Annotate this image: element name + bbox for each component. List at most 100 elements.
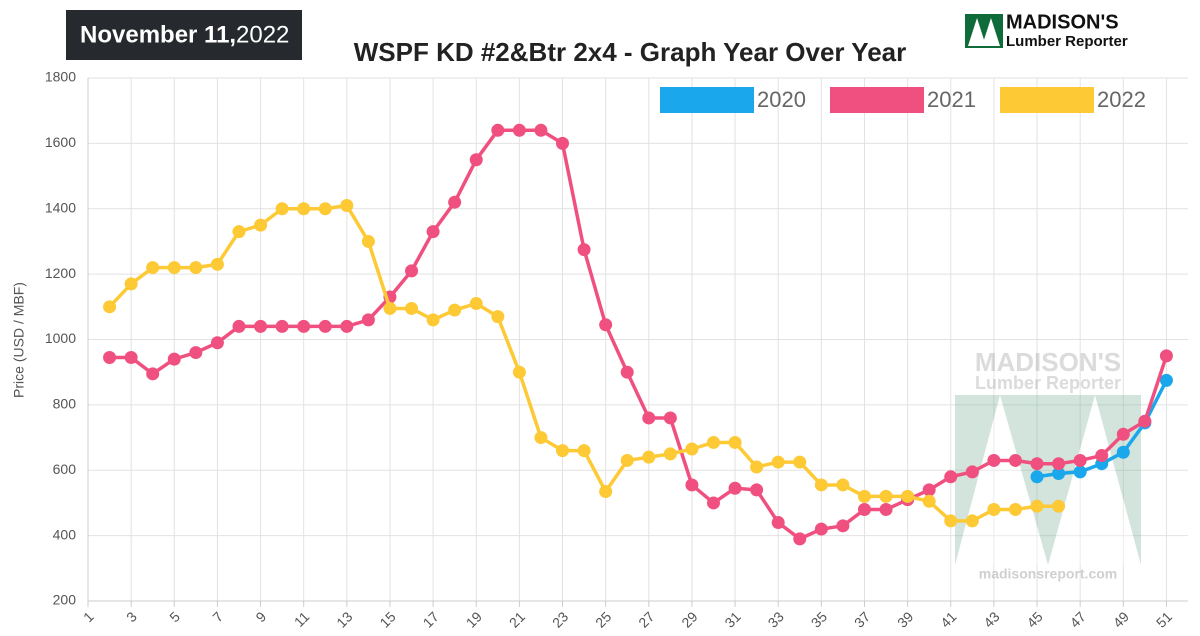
point [189, 261, 203, 275]
x-tick-label: 43 [980, 608, 1002, 630]
point [750, 460, 764, 474]
x-tick-label: 33 [765, 608, 787, 630]
point [426, 225, 440, 239]
point [318, 319, 332, 333]
point [167, 261, 181, 275]
point [987, 502, 1001, 516]
point [1030, 457, 1044, 471]
point [857, 489, 871, 503]
point [814, 478, 828, 492]
point [254, 218, 268, 232]
point [965, 514, 979, 528]
point [491, 310, 505, 324]
x-tick-label: 5 [166, 608, 183, 625]
point [577, 243, 591, 257]
point [469, 297, 483, 311]
x-tick-label: 29 [678, 608, 700, 630]
point [663, 447, 677, 461]
point [189, 346, 203, 360]
x-tick-label: 41 [937, 608, 959, 630]
point [1052, 457, 1066, 471]
x-tick-label: 17 [420, 608, 442, 630]
y-tick-label: 600 [53, 461, 77, 477]
point [254, 319, 268, 333]
point [599, 318, 613, 332]
x-tick-label: 35 [808, 608, 830, 630]
x-tick-label: 1 [80, 608, 97, 625]
point [361, 234, 375, 248]
point [987, 453, 1001, 467]
series [103, 123, 1173, 546]
x-tick-label: 11 [291, 608, 313, 630]
point [922, 483, 936, 497]
point [1116, 445, 1130, 459]
x-tick-label: 3 [123, 608, 140, 625]
point [146, 261, 160, 275]
logo-sub: Lumber Reporter [1006, 33, 1128, 50]
watermark-mark [955, 395, 1141, 565]
legend-label: 2020 [757, 87, 806, 112]
logo: MADISON'S Lumber Reporter [965, 11, 1128, 50]
point [728, 481, 742, 495]
y-tick-label: 1200 [45, 265, 76, 281]
point [1159, 349, 1173, 363]
x-tick-label: 7 [209, 608, 226, 625]
x-tick-label: 49 [1110, 608, 1132, 630]
point [1052, 467, 1066, 481]
legend-label: 2021 [927, 87, 976, 112]
x-tick-label: 31 [721, 608, 743, 630]
point [448, 303, 462, 317]
point [103, 350, 117, 364]
point [1008, 502, 1022, 516]
point [383, 301, 397, 315]
point [944, 514, 958, 528]
x-tick-label: 9 [252, 608, 269, 625]
x-tick-label: 25 [592, 608, 614, 630]
point [1052, 499, 1066, 513]
point [1116, 427, 1130, 441]
point [857, 502, 871, 516]
point [534, 431, 548, 445]
point [836, 478, 850, 492]
x-tick-label: 19 [463, 608, 485, 630]
point [275, 202, 289, 216]
year: 2022 [236, 21, 289, 48]
point [297, 319, 311, 333]
point [577, 444, 591, 458]
date-box [66, 10, 302, 60]
point [1030, 499, 1044, 513]
point [620, 365, 634, 379]
point [1073, 453, 1087, 467]
logo-name: MADISON'S [1006, 11, 1119, 33]
x-tick-label: 47 [1067, 608, 1089, 630]
y-tick-label: 800 [53, 396, 77, 412]
y-axis-label: Price (USD / MBF) [11, 282, 27, 398]
point [232, 225, 246, 239]
point [793, 532, 807, 546]
point [469, 153, 483, 167]
point [1073, 465, 1087, 479]
point [599, 484, 613, 498]
legend-swatch [830, 87, 924, 113]
point [685, 478, 699, 492]
point [534, 123, 548, 137]
point [620, 453, 634, 467]
y-tick-label: 1400 [45, 199, 76, 215]
point [814, 522, 828, 536]
point [491, 123, 505, 137]
point [232, 319, 246, 333]
x-tick-label: 13 [333, 608, 355, 630]
legend-label: 2022 [1097, 87, 1146, 112]
y-tick-label: 400 [53, 526, 77, 542]
point [771, 516, 785, 530]
x-tick-label: 15 [376, 608, 398, 630]
point [728, 435, 742, 449]
point [210, 257, 224, 271]
point [275, 319, 289, 333]
y-tick-label: 1800 [45, 69, 76, 85]
chart-title: WSPF KD #2&Btr 2x4 - Graph Year Over Yea… [354, 37, 907, 67]
point [405, 264, 419, 278]
point [771, 455, 785, 469]
point [167, 352, 181, 366]
